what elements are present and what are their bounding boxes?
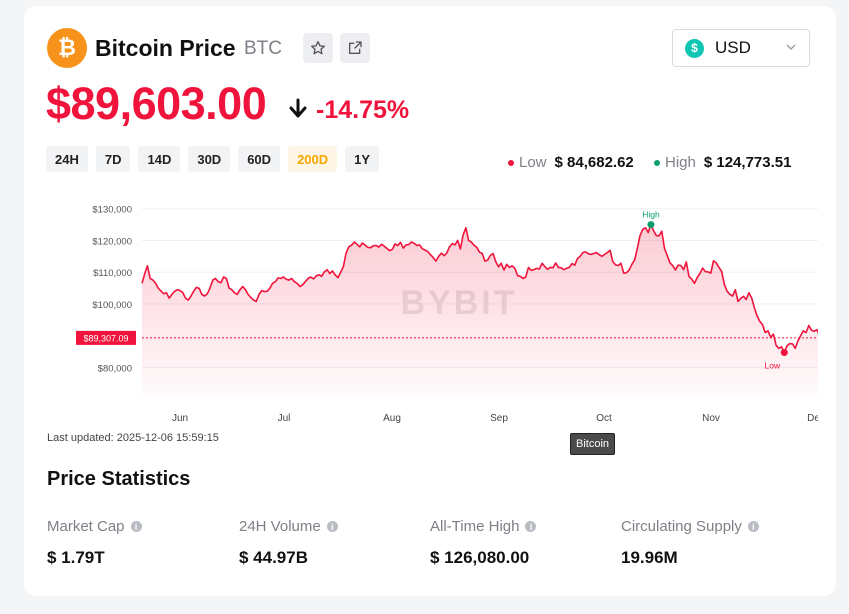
stat-market-cap: Market Cap i $ 1.79T xyxy=(47,518,142,568)
price-change: -14.75% xyxy=(316,96,410,124)
range-button-30d[interactable]: 30D xyxy=(188,146,231,172)
stat-label: 24H Volume xyxy=(239,518,321,535)
y-tick-label: $110,000 xyxy=(93,268,132,279)
high-dot-icon xyxy=(654,159,660,166)
low-dot-icon xyxy=(508,159,514,166)
x-tick-label: Nov xyxy=(702,413,720,424)
bitcoin-logo-icon: ₿ xyxy=(47,28,87,68)
arrow-down-icon xyxy=(289,98,307,118)
external-link-icon xyxy=(349,41,362,54)
high-label: High xyxy=(665,154,696,171)
range-selector: 24H 7D 14D 30D 60D 200D 1Y xyxy=(46,146,380,172)
range-button-14d[interactable]: 14D xyxy=(138,146,181,172)
favorite-button[interactable] xyxy=(303,33,333,63)
stat-value: 19.96M xyxy=(621,548,678,567)
stat-value: $ 126,080.00 xyxy=(430,548,530,567)
chevron-down-icon xyxy=(786,44,796,50)
range-button-60d[interactable]: 60D xyxy=(238,146,281,172)
price-line[interactable] xyxy=(141,223,818,354)
range-button-1y[interactable]: 1Y xyxy=(345,146,380,172)
info-icon[interactable]: i xyxy=(130,521,142,532)
stat-value: $ 1.79T xyxy=(47,548,105,567)
x-tick-label: Sep xyxy=(490,413,508,424)
stats-title: Price Statistics xyxy=(47,468,191,490)
low-marker xyxy=(780,349,788,357)
stat-label: All-Time High xyxy=(430,518,520,535)
currency-label: USD xyxy=(715,38,751,57)
y-tick-label: $80,000 xyxy=(98,363,132,374)
x-tick-label: Jul xyxy=(278,413,291,424)
price-chart[interactable]: $130,000$120,000$110,000$100,000$80,000B… xyxy=(48,196,818,426)
stat-24h-volume: 24H Volume i $ 44.97B xyxy=(239,518,338,568)
stat-value: $ 44.97B xyxy=(239,548,308,567)
y-tick-label: $120,000 xyxy=(92,236,132,247)
range-button-24h[interactable]: 24H xyxy=(46,146,88,172)
stat-all-time-high: All-Time High i $ 126,080.00 xyxy=(430,518,537,568)
high-stat: High $ 124,773.51 xyxy=(654,154,791,171)
stat-label: Circulating Supply xyxy=(621,518,742,535)
high-value: $ 124,773.51 xyxy=(703,154,792,171)
star-icon xyxy=(311,41,325,55)
last-updated: Last updated: 2025-12-06 15:59:15 xyxy=(47,432,219,444)
price-area xyxy=(142,224,818,396)
low-label: Low xyxy=(519,154,547,171)
share-button[interactable] xyxy=(340,33,370,63)
bitcoin-symbol: ₿ xyxy=(58,35,76,60)
low-marker-label: Low xyxy=(764,361,780,371)
x-tick-label: Dec xyxy=(807,413,818,424)
chart-tooltip: Bitcoin xyxy=(570,433,616,455)
stat-label: Market Cap xyxy=(47,518,125,535)
range-button-7d[interactable]: 7D xyxy=(95,146,131,172)
current-price-tag xyxy=(76,330,136,345)
range-button-200d[interactable]: 200D xyxy=(288,146,338,172)
low-stat: Low $ 84,682.62 xyxy=(508,154,634,171)
info-icon[interactable]: i xyxy=(747,521,759,532)
current-price-label: $89,307.09 xyxy=(83,333,128,343)
stat-circulating-supply: Circulating Supply i 19.96M xyxy=(621,518,759,568)
page-title: Bitcoin Price xyxy=(95,35,236,61)
x-tick-label: Jun xyxy=(172,413,188,424)
ticker-label: BTC xyxy=(244,38,282,59)
high-marker xyxy=(647,221,655,229)
currency-select[interactable]: $ USD xyxy=(672,29,810,67)
x-tick-label: Aug xyxy=(383,413,401,424)
current-price: $89,603.00 xyxy=(46,78,267,129)
info-icon[interactable]: i xyxy=(525,521,537,532)
dollar-icon: $ xyxy=(685,38,704,58)
y-tick-label: $100,000 xyxy=(92,300,132,311)
high-marker-label: High xyxy=(642,210,660,220)
price-card: ₿ Bitcoin Price BTC $ USD $89,603.00 -14… xyxy=(24,6,836,596)
y-tick-label: $130,000 xyxy=(92,205,132,216)
low-value: $ 84,682.62 xyxy=(554,154,634,171)
info-icon[interactable]: i xyxy=(326,521,338,532)
x-tick-label: Oct xyxy=(596,413,612,424)
